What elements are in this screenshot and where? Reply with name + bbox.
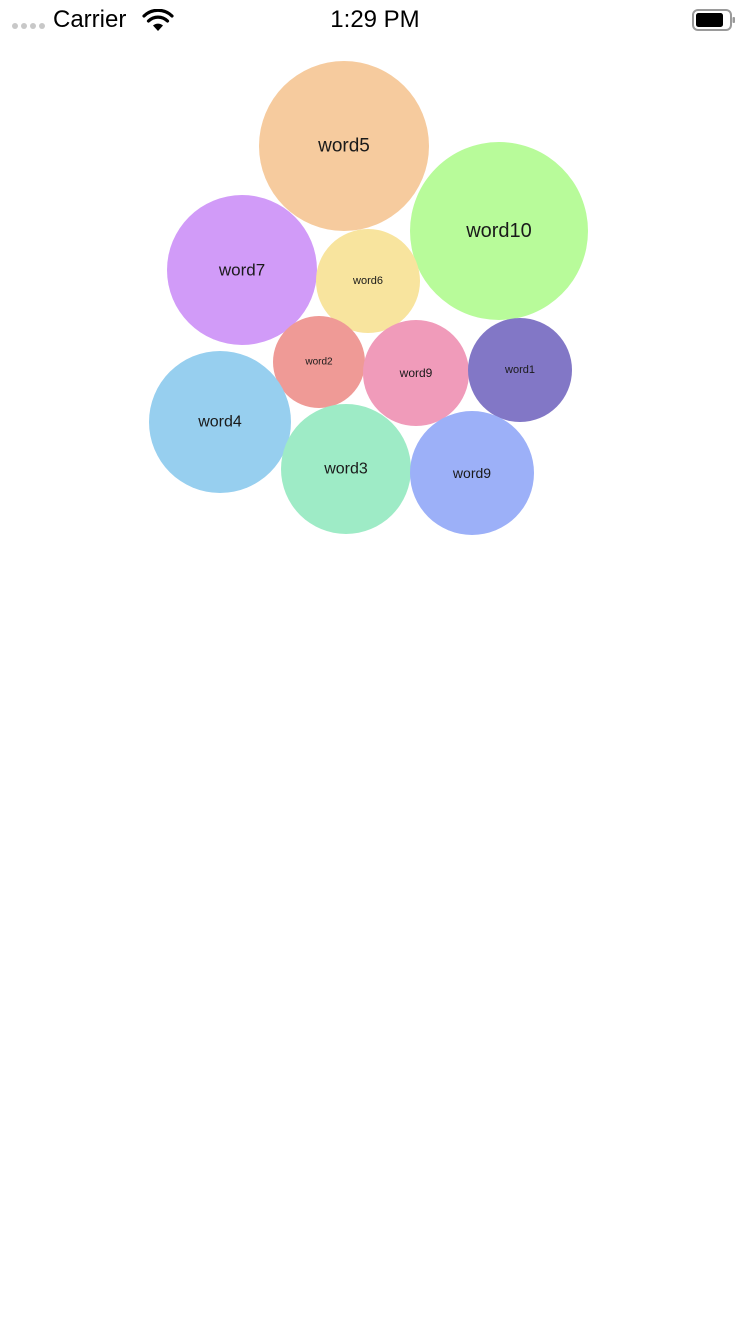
bubble-circle[interactable] xyxy=(167,195,317,345)
bubble-word5[interactable]: word5 xyxy=(259,61,429,231)
bubble-circle[interactable] xyxy=(149,351,291,493)
bubble-label: word1 xyxy=(504,364,535,376)
bubble-circle[interactable] xyxy=(410,411,534,535)
status-bar: Carrier 1:29 PM xyxy=(0,0,750,40)
battery-icon xyxy=(692,9,735,31)
bubble-word9[interactable]: word9 xyxy=(410,411,534,535)
bubble-word1[interactable]: word1 xyxy=(468,318,572,422)
bubble-chart: word5 word10 word7 word6 word2 word9 word1 word… xyxy=(149,61,588,535)
bubble-label: word9 xyxy=(399,366,433,380)
status-time: 1:29 PM xyxy=(330,6,420,33)
wifi-icon xyxy=(142,9,174,31)
bubble-label: word4 xyxy=(197,414,242,431)
bubble-circle[interactable] xyxy=(316,229,420,333)
bubble-word6[interactable]: word6 xyxy=(316,229,420,333)
bubble-label: word9 xyxy=(452,465,491,481)
bubble-circle[interactable] xyxy=(468,318,572,422)
bubble-word4[interactable]: word4 xyxy=(149,351,291,493)
carrier-label: Carrier xyxy=(53,6,127,33)
bubble-circle[interactable] xyxy=(281,404,411,534)
bubble-circle[interactable] xyxy=(363,320,469,426)
bubble-label: word2 xyxy=(304,357,333,368)
signal-dots-icon xyxy=(12,23,45,29)
bubble-word10[interactable]: word10 xyxy=(410,142,588,320)
bubble-label: word5 xyxy=(317,136,370,157)
bubble-label: word6 xyxy=(352,275,383,287)
bubble-word7[interactable]: word7 xyxy=(167,195,317,345)
bubble-word2[interactable]: word2 xyxy=(273,316,365,408)
bubble-circle[interactable] xyxy=(410,142,588,320)
bubble-word3[interactable]: word3 xyxy=(281,404,411,534)
bubble-label: word3 xyxy=(323,461,368,478)
bubble-circle[interactable] xyxy=(273,316,365,408)
bubble-label: word7 xyxy=(218,261,265,280)
bubble-label: word10 xyxy=(465,220,532,242)
bubble-circle[interactable] xyxy=(259,61,429,231)
bubble-word9[interactable]: word9 xyxy=(363,320,469,426)
